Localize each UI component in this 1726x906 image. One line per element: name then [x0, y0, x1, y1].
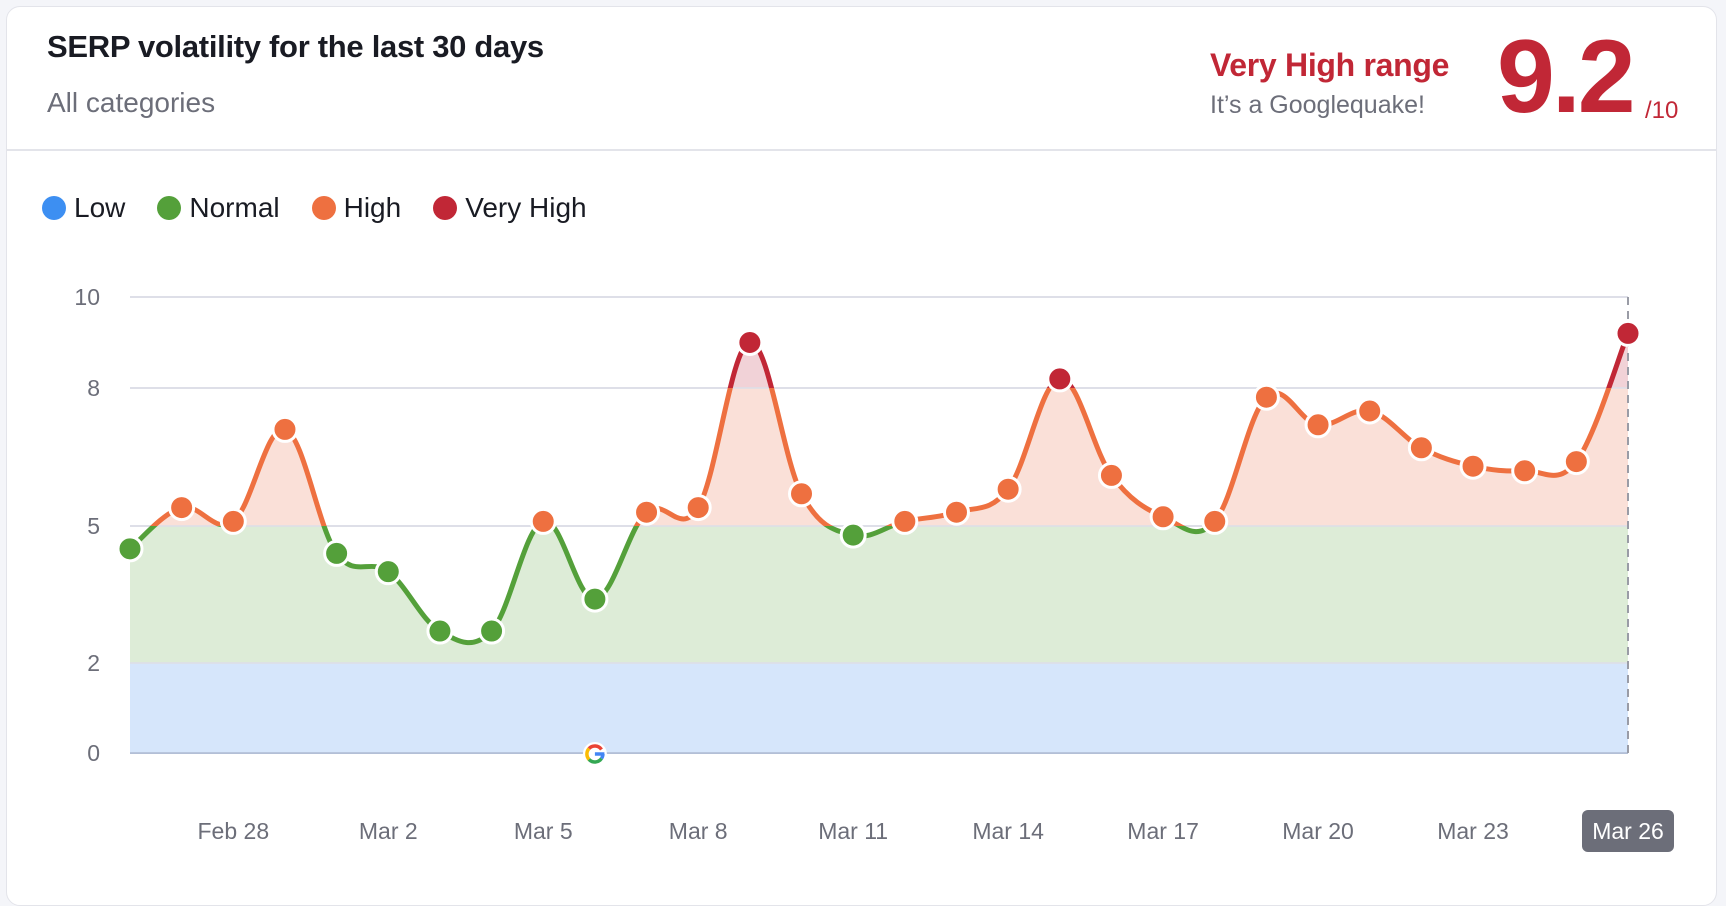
card-header: SERP volatility for the last 30 days All… — [7, 7, 1716, 151]
normal-dot-icon — [157, 196, 182, 220]
data-point[interactable] — [219, 507, 247, 535]
y-tick-label: 5 — [87, 513, 100, 539]
volatility-line — [150, 388, 1612, 526]
y-tick-label: 8 — [87, 375, 100, 401]
data-point[interactable] — [1046, 365, 1074, 393]
data-point[interactable] — [1356, 397, 1384, 425]
x-tick-label: Feb 28 — [198, 818, 270, 844]
legend-item-high[interactable]: High — [311, 192, 402, 224]
svg-text:Mar 23: Mar 23 — [1437, 818, 1509, 844]
x-tick-label: Mar 17 — [1127, 818, 1199, 844]
svg-text:Mar 5: Mar 5 — [514, 818, 573, 844]
chart-legend: Low Normal High Very High — [42, 192, 587, 224]
svg-text:Mar 26: Mar 26 — [1592, 818, 1664, 844]
score-max: /10 — [1645, 97, 1679, 124]
legend-label: Very High — [465, 192, 587, 223]
x-tick-label: Mar 8 — [669, 818, 728, 844]
svg-text:Mar 14: Mar 14 — [972, 818, 1044, 844]
legend-label: Low — [74, 192, 126, 223]
google-update-icon[interactable] — [582, 742, 607, 766]
svg-text:Mar 17: Mar 17 — [1127, 818, 1199, 844]
data-point[interactable] — [684, 494, 712, 522]
data-point[interactable] — [116, 535, 144, 563]
data-point[interactable] — [581, 585, 609, 613]
svg-text:Mar 2: Mar 2 — [359, 818, 418, 844]
data-point[interactable] — [1097, 461, 1125, 489]
svg-text:Mar 20: Mar 20 — [1282, 818, 1354, 844]
y-tick-label: 2 — [87, 650, 100, 676]
legend-item-normal[interactable]: Normal — [157, 192, 280, 224]
data-point[interactable] — [1562, 448, 1590, 476]
data-point[interactable] — [633, 498, 661, 526]
range-description: It’s a Googlequake! — [1210, 91, 1425, 119]
data-point[interactable] — [1304, 411, 1332, 439]
x-tick-label: Mar 23 — [1437, 818, 1509, 844]
x-tick-label: Mar 2 — [359, 818, 418, 844]
svg-text:Feb 28: Feb 28 — [198, 818, 270, 844]
data-point[interactable] — [839, 521, 867, 549]
data-point[interactable] — [1149, 503, 1177, 531]
volatility-score: 9.2 — [1497, 19, 1636, 135]
y-tick-label: 10 — [74, 284, 100, 310]
band-fill — [130, 663, 1628, 753]
data-point[interactable] — [891, 507, 919, 535]
high-dot-icon — [311, 196, 336, 220]
y-tick-label: 0 — [87, 740, 100, 766]
data-point[interactable] — [426, 617, 454, 645]
card-title: SERP volatility for the last 30 days — [47, 29, 544, 64]
band-fill — [153, 388, 1628, 526]
x-tick-label: Mar 5 — [514, 818, 573, 844]
data-point[interactable] — [1201, 507, 1229, 535]
data-point[interactable] — [994, 475, 1022, 503]
svg-text:Mar 11: Mar 11 — [818, 818, 888, 844]
data-point[interactable] — [374, 558, 402, 586]
data-point[interactable] — [529, 507, 557, 535]
legend-item-very-high[interactable]: Very High — [433, 192, 587, 224]
very-high-dot-icon — [433, 196, 458, 220]
range-label: Very High range — [1210, 47, 1450, 83]
data-point[interactable] — [788, 480, 816, 508]
data-point[interactable] — [1614, 319, 1642, 347]
data-point[interactable] — [478, 617, 506, 645]
legend-label: High — [343, 192, 402, 223]
active-date-label: Mar 26 — [1582, 810, 1674, 852]
data-point[interactable] — [736, 329, 764, 356]
x-tick-label: Mar 14 — [972, 818, 1044, 844]
data-point[interactable] — [942, 498, 970, 526]
data-point[interactable] — [1511, 457, 1539, 485]
data-point[interactable] — [1459, 452, 1487, 480]
data-point[interactable] — [168, 494, 196, 522]
legend-item-low[interactable]: Low — [42, 192, 125, 224]
data-point[interactable] — [271, 415, 299, 443]
low-dot-icon — [42, 196, 66, 220]
svg-text:Mar 8: Mar 8 — [669, 818, 728, 844]
category-label: All categories — [47, 87, 216, 118]
data-point[interactable] — [1252, 383, 1280, 411]
data-point[interactable] — [1407, 434, 1435, 462]
x-tick-label: Mar 20 — [1282, 818, 1354, 844]
data-point[interactable] — [323, 539, 351, 567]
x-tick-label: Mar 11 — [818, 818, 888, 844]
legend-label: Normal — [189, 192, 280, 223]
